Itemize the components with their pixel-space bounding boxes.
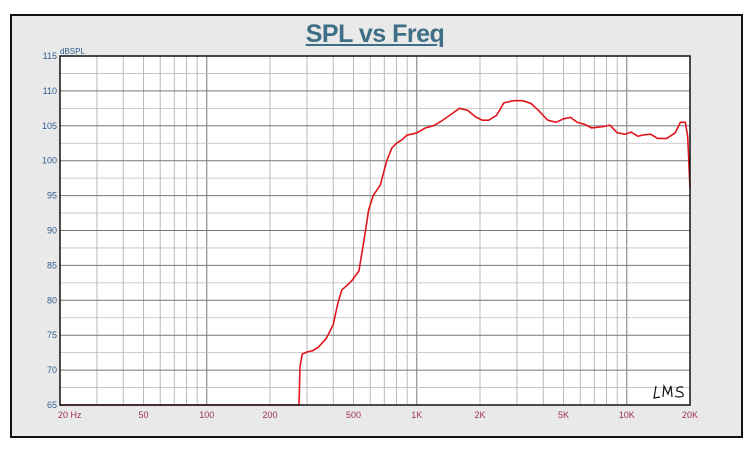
y-tick-label: 70 (47, 365, 57, 375)
x-tick-label: 1K (411, 410, 422, 420)
y-tick-label: 75 (47, 330, 57, 340)
x-tick-label: 2K (474, 410, 485, 420)
grid (60, 56, 690, 405)
x-tick-labels: 20 Hz 50 100 200 500 1K 2K 5K 10K 20K (58, 410, 698, 420)
x-tick-label: 500 (346, 410, 361, 420)
spl-series-line (60, 99, 691, 406)
y-tick-label: 115 (43, 51, 57, 61)
y-tick-label: 65 (47, 400, 57, 410)
x-tick-label: 50 (139, 410, 149, 420)
y-tick-label: 100 (42, 156, 57, 166)
x-tick-label: 200 (262, 410, 277, 420)
x-tick-label: 10K (619, 410, 635, 420)
y-tick-label: 110 (43, 86, 57, 96)
y-tick-label: 80 (47, 295, 57, 305)
x-tick-label: 5K (558, 410, 569, 420)
plot-border (59, 55, 691, 406)
lms-logo (653, 383, 684, 399)
x-tick-label: 20K (682, 410, 698, 420)
y-tick-label: 85 (47, 260, 57, 270)
chart-title: SPL vs Freq (305, 20, 445, 48)
y-axis-label: dBSPL (60, 47, 85, 56)
x-tick-label: 100 (199, 410, 214, 420)
y-tick-label: 105 (42, 121, 57, 131)
y-tick-label: 95 (47, 191, 57, 201)
y-tick-labels: 65 70 75 80 85 90 95 100 105 110 115 (42, 51, 57, 410)
y-tick-label: 90 (47, 226, 57, 236)
x-tick-label: 20 Hz (58, 410, 82, 420)
